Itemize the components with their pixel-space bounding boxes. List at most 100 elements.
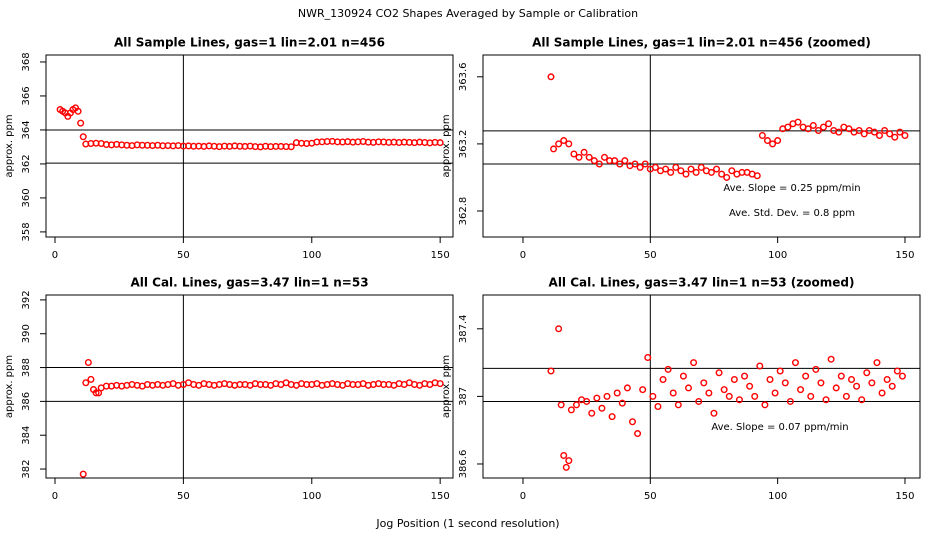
panel-title: All Cal. Lines, gas=3.47 lin=1 n=53	[130, 276, 368, 290]
point	[825, 120, 833, 128]
y-tick-label: 364	[21, 120, 32, 139]
point	[842, 392, 850, 400]
point	[769, 140, 777, 148]
point	[92, 389, 100, 397]
y-tick-label: 390	[21, 324, 32, 343]
points	[547, 325, 906, 471]
x-tick-label: 100	[302, 491, 321, 502]
annotation: Ave. Slope = 0.25 ppm/min	[723, 183, 860, 194]
points	[547, 73, 909, 181]
y-tick-label: 363.6	[458, 62, 469, 91]
panel-title: All Sample Lines, gas=1 lin=2.01 n=456	[114, 36, 385, 50]
point	[690, 359, 698, 367]
x-tick-label: 100	[768, 250, 787, 261]
point	[685, 384, 693, 392]
point	[845, 125, 853, 133]
point	[753, 172, 761, 180]
point	[644, 354, 652, 362]
point	[893, 367, 901, 375]
point	[662, 165, 670, 173]
point	[631, 160, 639, 168]
point	[751, 392, 759, 400]
point	[77, 119, 85, 127]
point	[659, 375, 667, 383]
point	[835, 128, 843, 136]
point	[560, 452, 568, 460]
point	[695, 397, 703, 405]
x-tick-label: 100	[768, 491, 787, 502]
point	[79, 133, 87, 141]
y-axis-label: approx. ppm	[4, 114, 15, 177]
point	[608, 413, 616, 421]
annotation: Ave. Slope = 0.07 ppm/min	[711, 422, 848, 433]
point	[858, 396, 866, 404]
point	[817, 379, 825, 387]
point	[598, 404, 606, 412]
point	[822, 396, 830, 404]
point	[802, 372, 810, 380]
point	[575, 153, 583, 161]
point	[641, 160, 649, 168]
point	[651, 163, 659, 171]
point	[794, 118, 802, 126]
panel: All Sample Lines, gas=1 lin=2.01 n=456 (…	[441, 36, 921, 261]
point	[814, 126, 822, 134]
point	[436, 380, 444, 388]
x-tick-label: 0	[520, 250, 526, 261]
x-tick-label: 50	[644, 250, 657, 261]
point	[603, 392, 611, 400]
point	[758, 132, 766, 140]
point	[827, 355, 835, 363]
point	[784, 123, 792, 131]
point	[583, 397, 591, 405]
point	[807, 392, 815, 400]
point	[672, 163, 680, 171]
point	[888, 382, 896, 390]
point	[600, 153, 608, 161]
point	[776, 367, 784, 375]
point	[728, 167, 736, 175]
point	[621, 157, 629, 165]
point	[819, 123, 827, 131]
point	[804, 125, 812, 133]
point	[572, 401, 580, 409]
point	[786, 397, 794, 405]
point	[570, 150, 578, 158]
point	[847, 375, 855, 383]
x-tick-label: 150	[431, 491, 450, 502]
point	[761, 401, 769, 409]
point	[669, 389, 677, 397]
point	[634, 430, 642, 438]
point	[878, 389, 886, 397]
point	[580, 148, 588, 156]
point	[891, 133, 899, 141]
plot-frame	[482, 294, 921, 479]
point	[741, 372, 749, 380]
x-tick-label: 150	[431, 250, 450, 261]
point	[730, 375, 738, 383]
point	[547, 367, 555, 375]
point	[868, 379, 876, 387]
x-tick-label: 0	[520, 491, 526, 502]
y-tick-label: 386	[21, 392, 32, 411]
point	[87, 375, 95, 383]
point	[595, 160, 603, 168]
point	[710, 409, 718, 417]
point	[682, 170, 690, 178]
point	[901, 132, 909, 140]
points	[79, 358, 444, 478]
point	[725, 392, 733, 400]
x-tick-label: 50	[644, 491, 657, 502]
point	[585, 153, 593, 161]
y-tick-label: 362.8	[458, 197, 469, 226]
point	[565, 140, 573, 148]
point	[881, 126, 889, 134]
point	[562, 463, 570, 471]
point	[898, 372, 906, 380]
point	[588, 409, 596, 417]
point	[746, 382, 754, 390]
point	[611, 157, 619, 165]
x-tick-label: 100	[302, 250, 321, 261]
point	[873, 359, 881, 367]
point	[623, 384, 631, 392]
